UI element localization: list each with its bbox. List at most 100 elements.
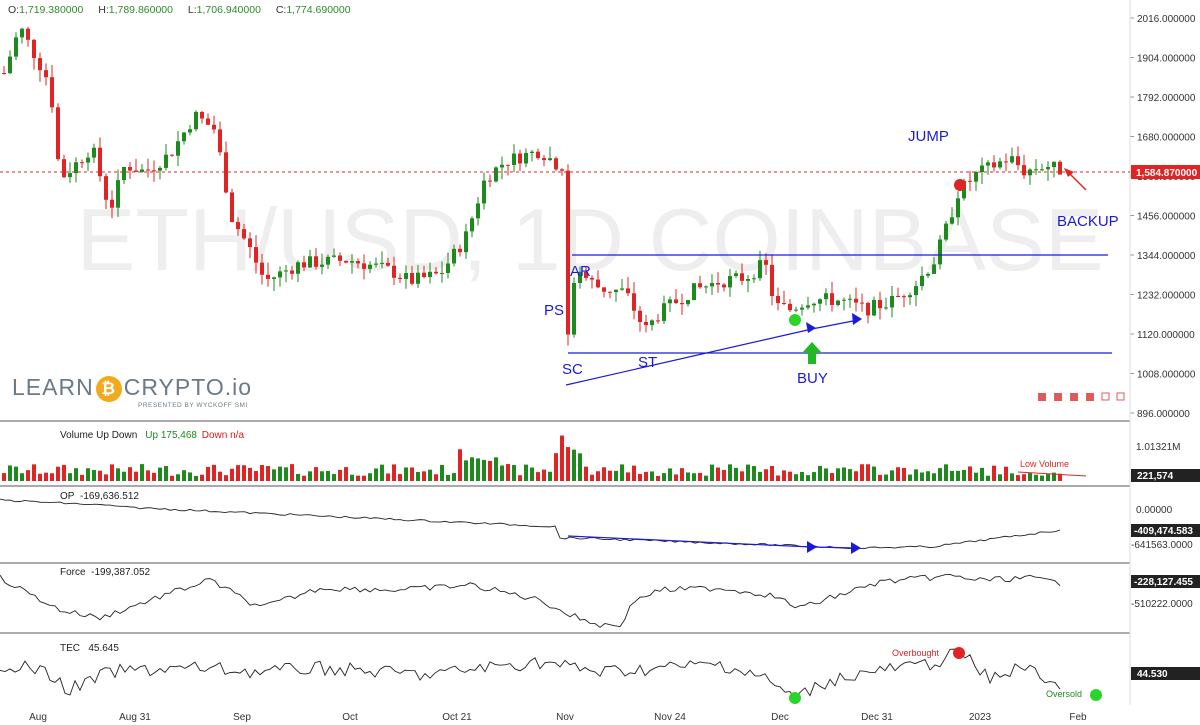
volume-bar [86,468,90,481]
tec-badge [1131,667,1200,680]
buy-arrow-icon [802,342,822,364]
candle-body [662,303,666,321]
candle-body [2,73,6,75]
candle-body [716,283,720,285]
candle-body [74,162,78,174]
candle-body [938,239,942,265]
candle-body [314,256,318,267]
volume-bar [818,465,822,481]
volume-bar [404,467,408,481]
candle-body [842,299,846,301]
candle-body [518,153,522,164]
volume-up-label: Up 175,468 [145,430,197,441]
candle-body [206,118,210,125]
tec-line [0,648,1061,699]
volume-bar [410,467,414,481]
candle-body [110,199,114,208]
open-label: O: [8,4,20,16]
volume-bar [536,472,540,481]
logo-text-left: LEARN [12,374,94,400]
candle-body [752,278,756,280]
force-title: Force [60,567,86,578]
candle-body [980,165,984,173]
volume-bar [188,472,192,481]
candle-body [26,28,30,40]
candle-body [572,283,576,335]
volume-bar [32,464,36,481]
volume-bar [866,464,870,481]
volume-bar [1022,474,1026,481]
candle-body [704,286,708,288]
candle-body [350,261,354,263]
volume-bar [398,474,402,481]
op-title: OP [60,491,75,502]
candle-body [326,256,330,265]
tec-overbought-dot [953,647,965,659]
volume-bar [218,471,222,481]
volume-bar [560,435,564,481]
volume-bar [452,473,456,481]
candle-body [512,153,516,165]
volume-bar [656,475,660,481]
candle-body [884,307,888,309]
candle-body [530,151,534,153]
volume-bar [554,453,558,481]
candle-body [464,231,468,253]
volume-bar [476,458,480,481]
candle-body [872,299,876,316]
volume-bar [776,475,780,481]
candle-body [620,288,624,290]
volume-bar [998,474,1002,481]
time-axis-label: Dec [771,712,789,723]
volume-bar [572,449,576,481]
learncrypto-logo: LEARN ₿ CRYPTO.io PRESENTED BY WYCKOFF SMI [12,374,252,409]
candle-body [278,271,282,278]
volume-bar [26,470,30,481]
candle-body [932,264,936,274]
volume-bar [758,471,762,481]
candle-body [248,238,252,248]
price-axis: 2016.000000 1904.000000 1792.000000 1680.00… [1130,14,1196,420]
candle-body [266,274,270,279]
candle-body [614,289,618,293]
volume-bar [842,467,846,481]
candle-body [632,293,636,311]
volume-bar [770,465,774,481]
candle-body [68,173,72,178]
candle-body [50,77,54,108]
candle-body [1016,156,1020,166]
time-axis-label: 2023 [969,712,992,723]
volume-bar [584,466,588,481]
candle-body [680,303,684,305]
op-divergence-line [567,535,813,548]
candle-body [584,271,588,278]
candle-body [20,28,24,38]
op-value: -169,636.512 [80,491,139,502]
volume-bar [692,473,696,481]
tec-oversold-dot [1090,689,1102,701]
candle-body [854,298,858,303]
volume-bar [506,464,510,481]
candle-body [722,284,726,288]
candle-body [416,272,420,284]
tec-value: 45.645 [88,643,119,654]
candle-body [404,273,408,279]
trend-line [565,328,813,386]
volume-bar [308,471,312,481]
volume-bar [8,465,12,481]
trend-line [811,319,859,330]
volume-bar [20,473,24,481]
volume-bar [968,466,972,481]
candle-body [776,295,780,304]
candle-body [290,270,294,274]
volume-badge [1131,469,1200,482]
candle-body [728,276,732,288]
volume-bar [542,469,546,481]
volume-bar [836,468,840,481]
candle-body [596,279,600,288]
volume-bar [38,473,42,481]
candle-body [824,293,828,300]
candle-body [86,157,90,163]
volume-bar [248,467,252,481]
candle-body [230,192,234,223]
